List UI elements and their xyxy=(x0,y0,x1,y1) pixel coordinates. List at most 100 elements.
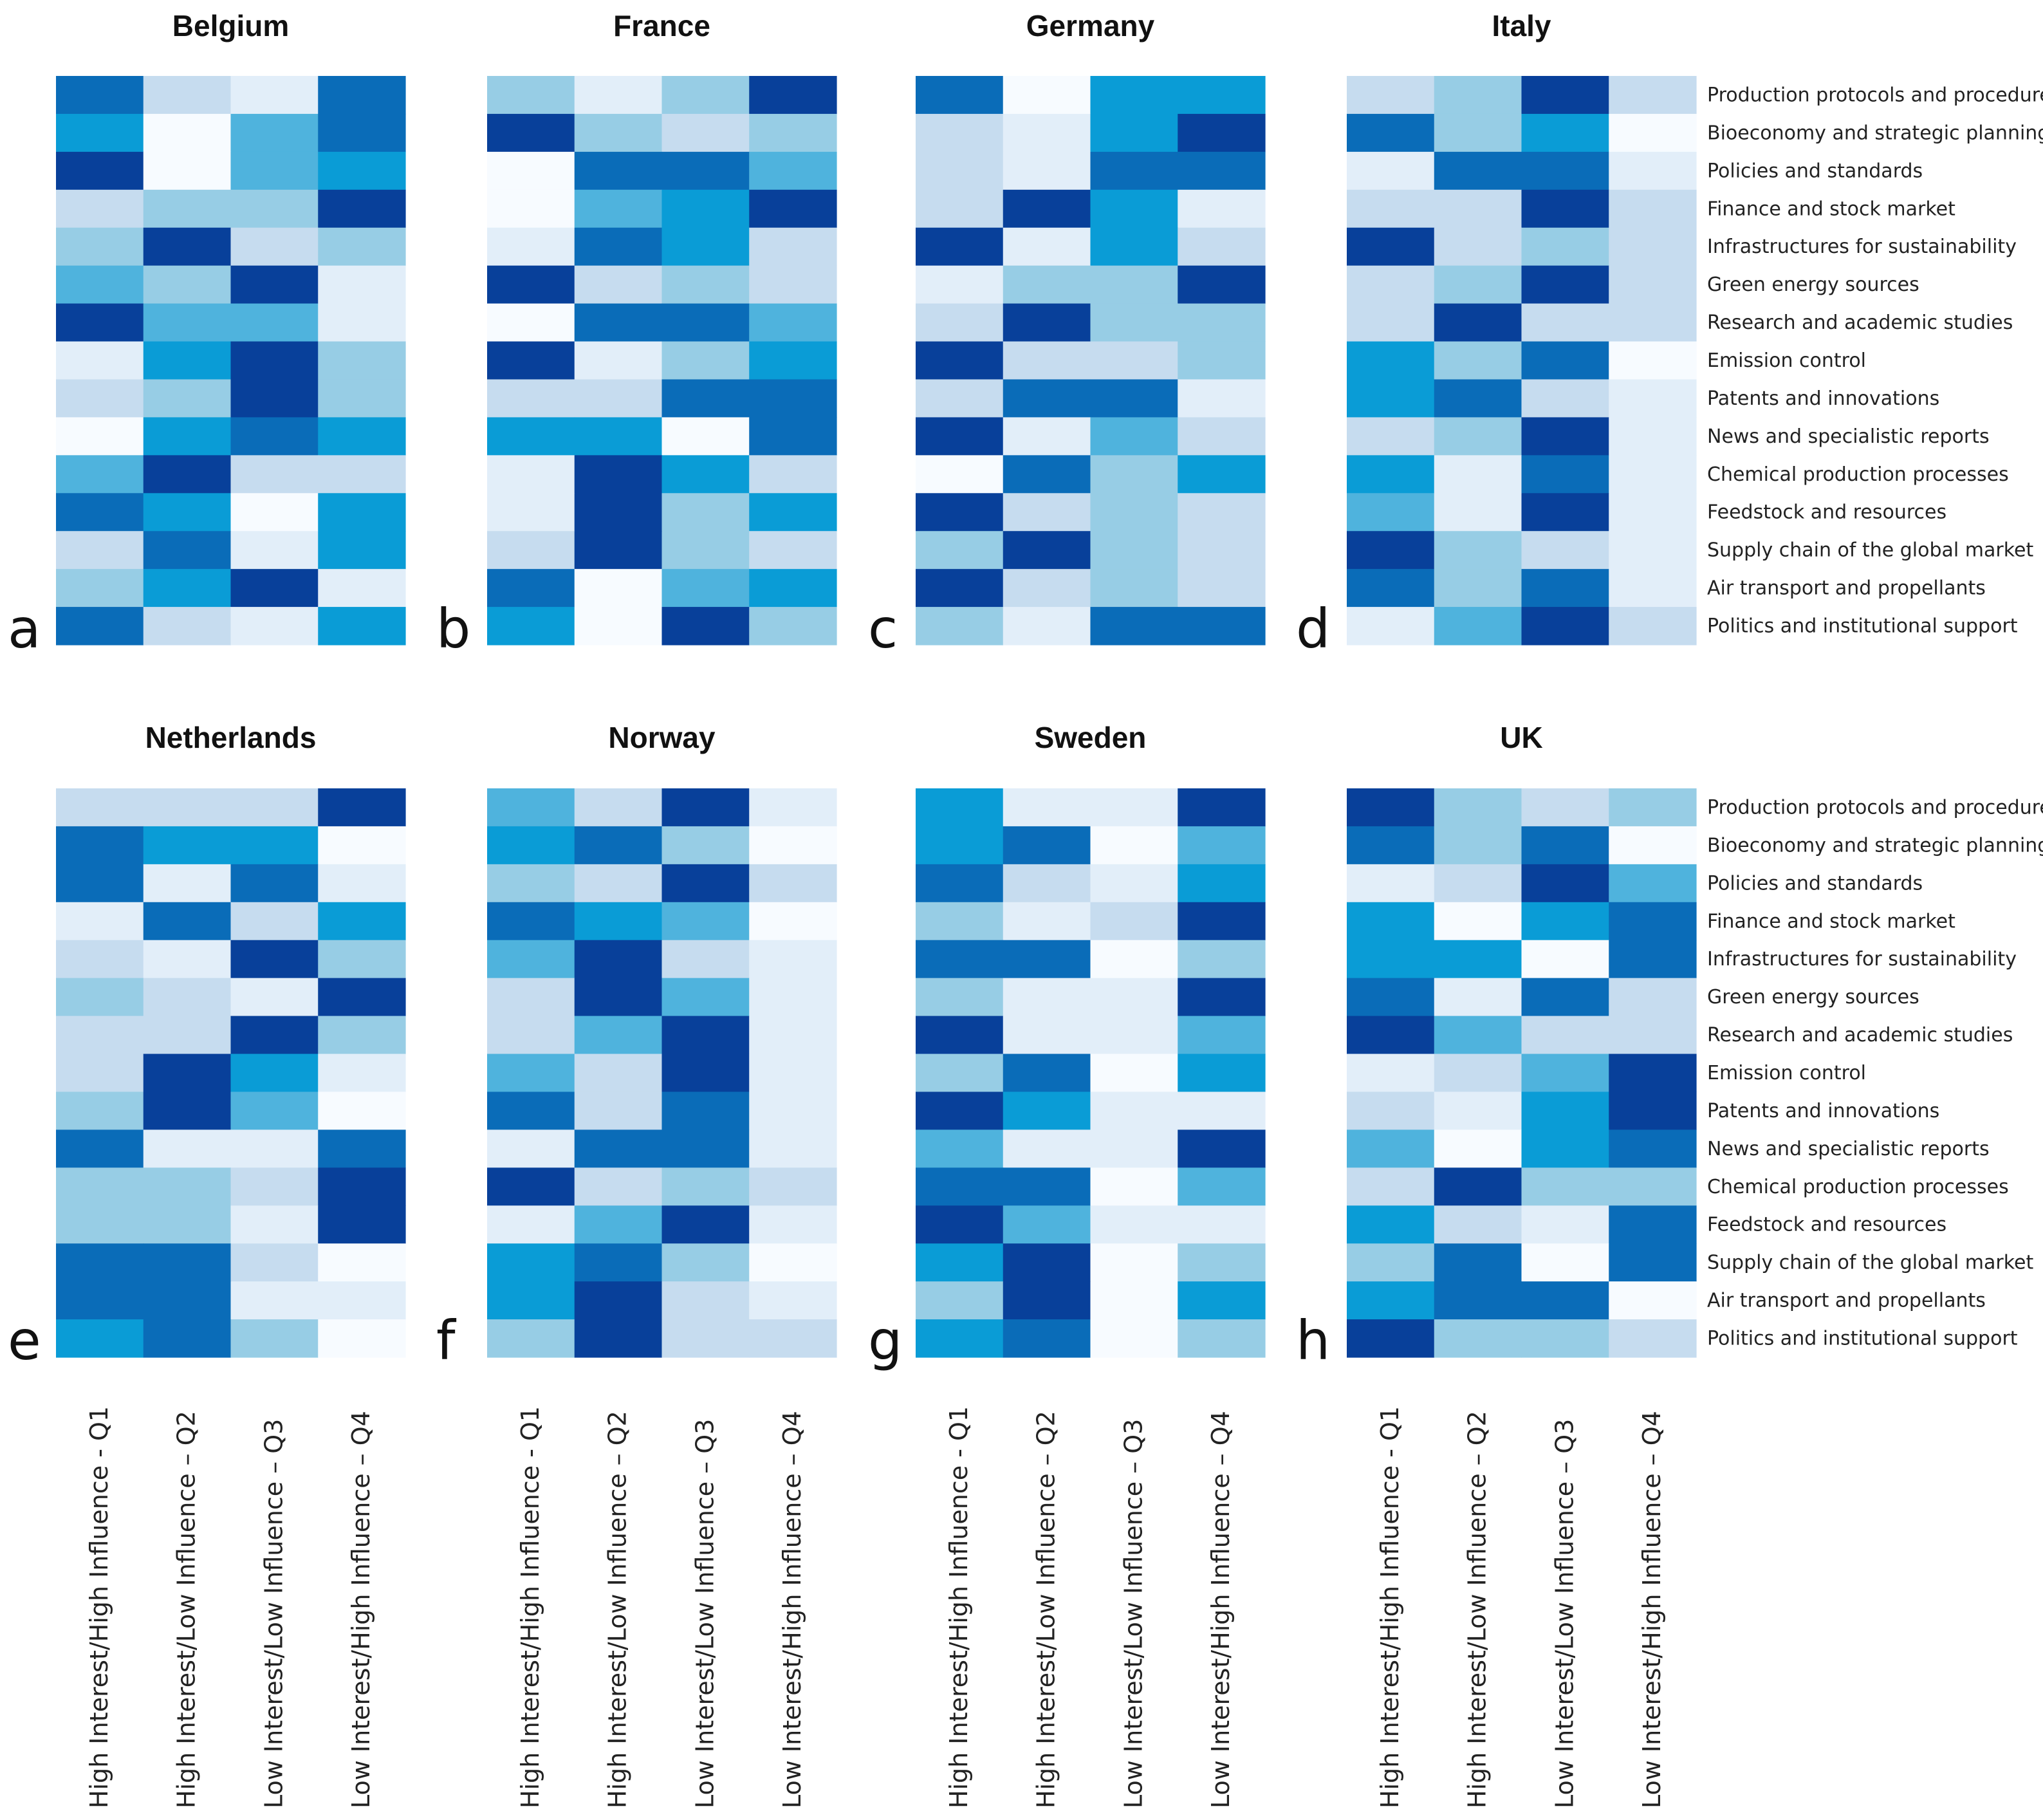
row-labels-2: Production protocols and procedures Bioec… xyxy=(1707,797,2043,1350)
heatmap-cell xyxy=(1521,1054,1609,1093)
heatmap-cell xyxy=(1434,864,1522,903)
heatmap-cell xyxy=(56,379,144,418)
heatmap-cell xyxy=(1003,1091,1091,1130)
heatmap-cell xyxy=(318,265,406,304)
heatmap-cell xyxy=(1521,826,1609,865)
heatmap-cell xyxy=(1609,1243,1697,1282)
heatmap-cell xyxy=(143,1016,232,1055)
heatmap-cell xyxy=(1090,1129,1178,1168)
heatmap-cell xyxy=(56,1054,144,1093)
heatmap-cell xyxy=(1609,113,1697,153)
panel-letter: f xyxy=(436,1309,457,1372)
heatmap-cell xyxy=(1178,303,1266,342)
heatmap-cell xyxy=(56,1243,144,1282)
heatmap-cell xyxy=(230,341,319,380)
heatmap-cell xyxy=(1434,531,1522,570)
heatmap-cell xyxy=(1090,1205,1178,1244)
heatmap-cell xyxy=(143,978,232,1017)
heatmap-cell xyxy=(56,76,144,115)
heatmap-cell xyxy=(1347,1129,1435,1168)
heatmap-cell xyxy=(1347,76,1435,115)
heatmap-cell xyxy=(661,1319,750,1358)
heatmap-cell xyxy=(143,531,232,570)
heatmap-panel-belgium: Belgium a xyxy=(8,9,406,660)
heatmap-cell xyxy=(574,379,663,418)
heatmap-cell xyxy=(1521,1205,1609,1244)
column-label: High Interest/Low Influence – Q2 xyxy=(604,1411,632,1808)
heatmap-cell xyxy=(487,417,575,456)
heatmap-cell xyxy=(1521,531,1609,570)
heatmap-cell xyxy=(318,151,406,190)
heatmap-cell xyxy=(1434,569,1522,608)
heatmap-cell xyxy=(318,1129,406,1168)
panel-title: Germany xyxy=(1026,9,1155,42)
heatmap-cell xyxy=(1090,417,1178,456)
heatmap-cell xyxy=(230,1054,319,1093)
heatmap-cell xyxy=(487,978,575,1017)
heatmap-cell xyxy=(1178,607,1266,645)
heatmap-cell xyxy=(1178,978,1266,1017)
row-label: Supply chain of the global market xyxy=(1707,1252,2033,1274)
heatmap-cell xyxy=(661,940,750,979)
heatmap-cell xyxy=(916,1167,1004,1206)
row-label: Bioeconomy and strategic planning xyxy=(1707,122,2043,144)
heatmap-cell xyxy=(1003,1319,1091,1358)
heatmap-cell xyxy=(916,531,1004,570)
heatmap-cell xyxy=(487,151,575,190)
heatmap-cell xyxy=(661,189,750,228)
heatmap-cell xyxy=(661,1054,750,1093)
heatmap-cell xyxy=(230,1243,319,1282)
heatmap-cell xyxy=(1609,265,1697,304)
heatmap-cell xyxy=(749,1319,837,1358)
heatmap-cell xyxy=(1090,940,1178,979)
row-label: Air transport and propellants xyxy=(1707,1290,1986,1312)
heatmap-cell xyxy=(143,607,232,645)
column-label: Low Interest/High Influence – Q4 xyxy=(1638,1411,1666,1808)
heatmap-cell xyxy=(230,1167,319,1206)
heatmap-cell xyxy=(1347,864,1435,903)
row-label: Emission control xyxy=(1707,1062,1866,1084)
heatmap-cell xyxy=(230,493,319,532)
heatmap-cell xyxy=(1609,531,1697,570)
heatmap-cell xyxy=(1178,1281,1266,1320)
heatmap-cell xyxy=(1178,1319,1266,1358)
heatmap-cell xyxy=(487,607,575,645)
heatmap-panel-germany: Germany c xyxy=(868,9,1266,660)
heatmap-cell xyxy=(574,455,663,494)
heatmap-cell xyxy=(661,1129,750,1168)
column-label: High Interest/Low Influence – Q2 xyxy=(1463,1411,1492,1808)
heatmap-cell xyxy=(1003,1281,1091,1320)
column-label: Low Interest/High Influence – Q4 xyxy=(1206,1411,1235,1808)
heatmap-cell xyxy=(574,1205,663,1244)
heatmap-cell xyxy=(1609,303,1697,342)
heatmap-cell xyxy=(1347,788,1435,827)
column-label: High Interest/Low Influence – Q2 xyxy=(172,1411,201,1808)
heatmap-cell xyxy=(318,227,406,266)
heatmap-panel-italy: Italy d xyxy=(1296,9,1697,660)
heatmap-cell xyxy=(318,1091,406,1130)
heatmap-cell xyxy=(230,379,319,418)
heatmap-cell xyxy=(916,113,1004,153)
heatmap-cell xyxy=(230,978,319,1017)
heatmap-cell xyxy=(487,531,575,570)
heatmap-cell xyxy=(661,265,750,304)
heatmap-cell xyxy=(56,455,144,494)
heatmap-cell xyxy=(1521,151,1609,190)
heatmap-cell xyxy=(661,902,750,941)
heatmap-cell xyxy=(1347,569,1435,608)
panel-letter: b xyxy=(436,597,470,660)
heatmap-cell xyxy=(318,978,406,1017)
heatmap-cell xyxy=(230,189,319,228)
heatmap-cell xyxy=(1178,569,1266,608)
heatmap-cell xyxy=(1521,493,1609,532)
row-label: Finance and stock market xyxy=(1707,198,1955,220)
heatmap-cell xyxy=(1090,379,1178,418)
heatmap-cell xyxy=(1347,455,1435,494)
heatmap-cell xyxy=(1609,1205,1697,1244)
heatmap-cell xyxy=(1003,189,1091,228)
heatmap-cell xyxy=(230,1319,319,1358)
row-label: Patents and innovations xyxy=(1707,1100,1939,1122)
heatmap-cell xyxy=(916,265,1004,304)
heatmap-cell xyxy=(1347,303,1435,342)
heatmap-cell xyxy=(749,1243,837,1282)
